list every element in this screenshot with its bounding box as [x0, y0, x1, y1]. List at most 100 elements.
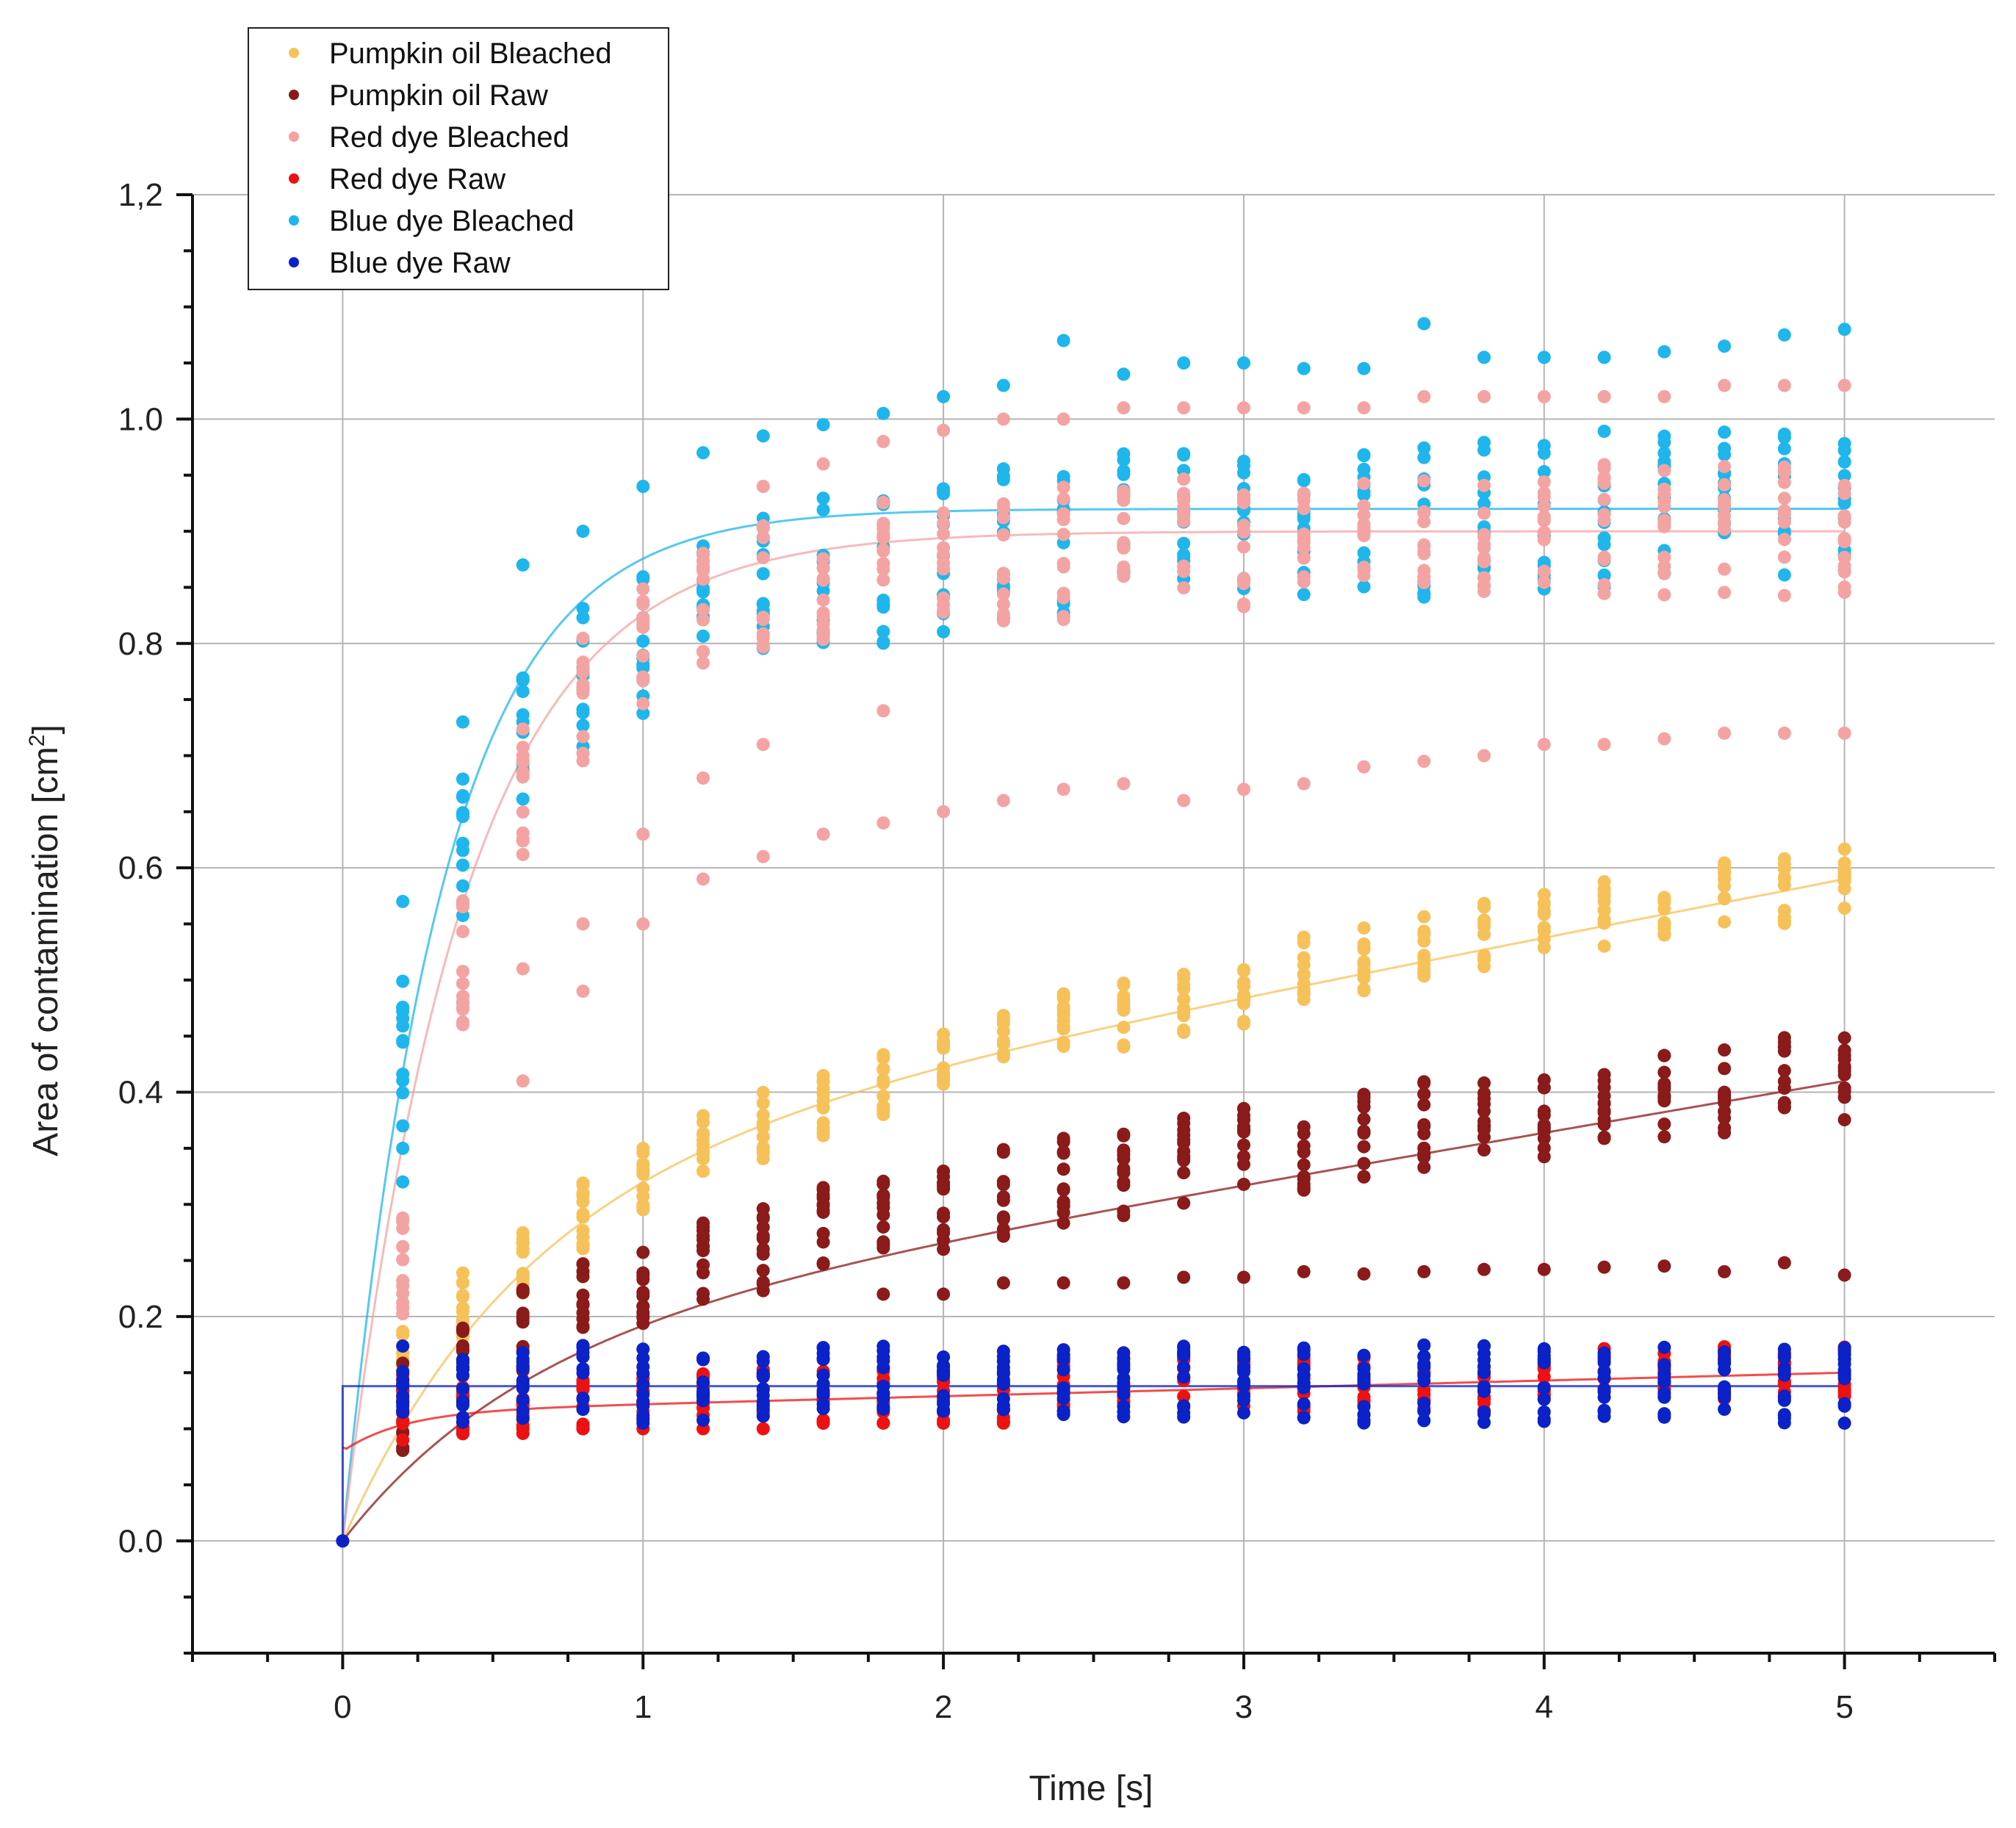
data-point	[696, 1229, 710, 1243]
data-point	[1177, 536, 1191, 550]
data-point	[1357, 1156, 1371, 1170]
data-point	[1177, 489, 1191, 503]
data-point	[696, 446, 710, 460]
data-point	[756, 551, 770, 565]
data-point	[636, 1266, 650, 1280]
data-point	[756, 429, 770, 443]
data-point	[1777, 1361, 1791, 1375]
data-point	[1117, 1129, 1131, 1142]
data-point	[1777, 533, 1791, 547]
data-point	[456, 879, 469, 893]
data-point	[1777, 904, 1791, 918]
data-point	[876, 1062, 890, 1076]
legend-marker	[289, 132, 299, 142]
data-point	[576, 1298, 590, 1312]
data-point	[996, 1145, 1010, 1159]
data-point	[876, 1188, 890, 1202]
data-point	[1357, 1170, 1371, 1184]
data-point	[1477, 913, 1491, 927]
data-point	[456, 1321, 469, 1335]
data-point	[1597, 424, 1611, 438]
data-point	[1117, 1040, 1131, 1054]
legend[interactable]: Pumpkin oil Bleached Pumpkin oil Raw Red d…	[248, 27, 669, 290]
data-point	[1537, 738, 1551, 752]
data-point	[516, 1267, 530, 1281]
data-point	[1177, 356, 1191, 370]
data-point	[396, 1211, 410, 1225]
x-tick-label: 1	[634, 1689, 652, 1725]
data-point	[1718, 478, 1732, 492]
data-point	[516, 770, 530, 784]
data-point	[1297, 1182, 1311, 1196]
data-point	[1357, 1087, 1371, 1101]
data-point	[1718, 1062, 1732, 1076]
data-point	[1056, 1146, 1070, 1160]
y-tick-label: 0.8	[118, 626, 163, 662]
data-point	[1537, 486, 1551, 500]
data-point	[1056, 556, 1070, 570]
data-point	[1056, 513, 1070, 527]
data-point	[696, 629, 710, 643]
data-point	[1117, 1359, 1131, 1372]
data-point	[756, 1229, 770, 1243]
data-point	[1117, 367, 1131, 381]
data-point	[1657, 482, 1671, 496]
data-point	[1236, 1138, 1250, 1152]
data-point	[396, 1175, 410, 1189]
data-point	[1477, 1076, 1491, 1090]
data-point	[1357, 1126, 1371, 1140]
data-point	[396, 1067, 410, 1081]
data-point	[1056, 610, 1070, 624]
data-point	[937, 562, 951, 576]
data-point	[1056, 1001, 1070, 1015]
data-point	[1597, 569, 1611, 583]
data-point	[996, 1024, 1010, 1038]
data-point	[636, 634, 650, 648]
data-point	[937, 1359, 951, 1372]
data-point	[876, 704, 890, 718]
data-point	[1297, 936, 1311, 950]
data-point	[1477, 1104, 1491, 1118]
data-point	[1477, 350, 1491, 364]
data-point	[636, 1317, 650, 1331]
data-point	[1477, 749, 1491, 763]
data-point	[1597, 514, 1611, 528]
data-point	[696, 872, 710, 886]
data-point	[1597, 915, 1611, 929]
data-point	[396, 1301, 410, 1315]
data-point	[1056, 782, 1070, 796]
data-point	[1837, 1081, 1851, 1095]
data-point	[576, 1319, 590, 1333]
data-point	[456, 1342, 469, 1356]
data-point	[1477, 1353, 1491, 1367]
data-point	[516, 685, 530, 699]
data-point	[996, 1345, 1010, 1359]
data-point	[1357, 982, 1371, 996]
data-point	[1117, 401, 1131, 415]
x-tick-label: 3	[1235, 1689, 1253, 1725]
data-point	[1357, 477, 1371, 491]
data-point	[1777, 1393, 1791, 1407]
data-point	[1657, 1340, 1671, 1354]
y-axis-title-superscript: 2	[25, 735, 49, 747]
data-point	[1837, 1064, 1851, 1078]
data-point	[996, 412, 1010, 426]
data-point	[1837, 378, 1851, 392]
data-point	[1417, 1076, 1431, 1090]
data-point	[1718, 856, 1732, 870]
data-point	[1236, 1345, 1250, 1359]
data-point	[937, 805, 951, 818]
data-point	[1236, 1177, 1250, 1191]
data-point	[396, 1000, 410, 1014]
data-point	[1297, 777, 1311, 791]
data-point	[1597, 1384, 1611, 1398]
data-point	[1357, 1390, 1371, 1404]
data-point	[1657, 732, 1671, 746]
data-point	[696, 656, 710, 670]
data-point	[1837, 580, 1851, 594]
data-point	[937, 517, 951, 530]
data-point	[1417, 505, 1431, 519]
data-point	[1597, 531, 1611, 545]
data-point	[456, 965, 469, 979]
y-tick-label: 1.0	[118, 401, 163, 437]
